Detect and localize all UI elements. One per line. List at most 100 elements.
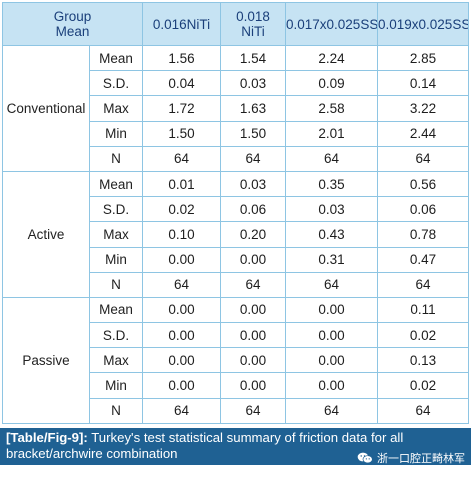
stat-label: N <box>89 145 143 172</box>
header-group-label: Group Mean <box>53 9 92 39</box>
group-label: Passive <box>2 296 90 424</box>
table-cell: 0.04 <box>142 70 221 97</box>
table-cell: 64 <box>285 397 378 424</box>
table-cell: 1.63 <box>220 95 286 122</box>
stat-label: Mean <box>89 44 143 72</box>
header-col: 0.018 NiTi <box>220 2 286 46</box>
table-cell: 0.00 <box>142 372 221 399</box>
table-row: Min 0.00 0.00 0.31 0.47 <box>3 246 469 273</box>
table-cell: 0.02 <box>377 372 469 399</box>
stat-label: N <box>89 397 143 424</box>
watermark: 浙一口腔正畸林军 <box>357 450 465 466</box>
table-cell: 64 <box>377 271 469 298</box>
table-row: N 64 64 64 64 <box>3 397 469 424</box>
table-cell: 2.58 <box>285 95 378 122</box>
table-body: Conventional Mean 1.56 1.54 2.24 2.85 S.D. 0.04… <box>2 44 469 424</box>
table-row: Conventional Mean 1.56 1.54 2.24 2.85 <box>2 44 469 172</box>
stat-label: Max <box>89 221 143 248</box>
table-row: S.D. 0.02 0.06 0.03 0.06 <box>3 196 469 223</box>
table-row: Active Mean 0.01 0.03 0.35 0.56 <box>2 170 469 298</box>
table-cell: 1.56 <box>142 44 221 72</box>
figure-ref: [Table/Fig-9]: <box>6 430 88 445</box>
header-col: 0.019x0.025SS <box>377 2 469 46</box>
table-cell: 64 <box>220 271 286 298</box>
table-cell: 0.00 <box>142 347 221 374</box>
table-row: Max 0.00 0.00 0.00 0.13 <box>3 347 469 374</box>
table-row: Max 1.72 1.63 2.58 3.22 <box>3 95 469 122</box>
table-cell: 2.44 <box>377 120 469 147</box>
table-cell: 0.14 <box>377 70 469 97</box>
stat-label: Min <box>89 372 143 399</box>
table-row: Min 0.00 0.00 0.00 0.02 <box>3 372 469 399</box>
table-cell: 0.00 <box>285 296 378 324</box>
table-cell: 0.56 <box>377 170 469 198</box>
table-cell: 0.06 <box>220 196 286 223</box>
friction-table: Group Mean 0.016NiTi 0.018 NiTi 0.017x0.02… <box>2 2 469 424</box>
table-cell: 1.54 <box>220 44 286 72</box>
stat-label: Mean <box>89 170 143 198</box>
table-cell: 0.03 <box>220 170 286 198</box>
stat-label: Mean <box>89 296 143 324</box>
table-cell: 0.00 <box>220 372 286 399</box>
group-label: Active <box>2 170 90 298</box>
table-row: S.D. 0.00 0.00 0.00 0.02 <box>3 322 469 349</box>
watermark-text: 浙一口腔正畸林军 <box>377 453 465 465</box>
table-cell: 0.00 <box>285 322 378 349</box>
table-cell: 64 <box>142 271 221 298</box>
table-cell: 64 <box>142 145 221 172</box>
table-cell: 0.00 <box>220 246 286 273</box>
stat-label: Min <box>89 120 143 147</box>
cutoff-text-line <box>0 467 471 482</box>
table-cell: 3.22 <box>377 95 469 122</box>
table-cell: 0.01 <box>142 170 221 198</box>
table-cell: 1.50 <box>142 120 221 147</box>
table-cell: 2.85 <box>377 44 469 72</box>
header-col: 0.016NiTi <box>142 2 221 46</box>
table-cell: 0.00 <box>285 372 378 399</box>
table-cell: 0.20 <box>220 221 286 248</box>
table-cell: 0.00 <box>220 296 286 324</box>
wechat-icon <box>357 452 373 464</box>
table-cell: 64 <box>285 271 378 298</box>
table-cell: 0.06 <box>377 196 469 223</box>
table-cell: 64 <box>142 397 221 424</box>
table-cell: 0.00 <box>142 322 221 349</box>
table-cell: 0.03 <box>285 196 378 223</box>
table-row: N 64 64 64 64 <box>3 145 469 172</box>
table-cell: 0.03 <box>220 70 286 97</box>
table-cell: 0.10 <box>142 221 221 248</box>
figure-caption: [Table/Fig-9]: Turkey's test statistical… <box>0 428 471 465</box>
table-cell: 64 <box>377 397 469 424</box>
header-group-mean: Group Mean <box>2 2 143 46</box>
table-row: Passive Mean 0.00 0.00 0.00 0.11 <box>2 296 469 424</box>
table-cell: 64 <box>220 145 286 172</box>
table-cell: 1.72 <box>142 95 221 122</box>
table-cell: 0.11 <box>377 296 469 324</box>
table-row: Min 1.50 1.50 2.01 2.44 <box>3 120 469 147</box>
caption-text: Turkey's test statistical summary of fri… <box>6 430 404 461</box>
table-cell: 64 <box>285 145 378 172</box>
table-cell: 0.02 <box>142 196 221 223</box>
table-cell: 0.00 <box>142 246 221 273</box>
table-cell: 0.00 <box>220 322 286 349</box>
header-col: 0.017x0.025SS <box>285 2 378 46</box>
stat-label: Min <box>89 246 143 273</box>
stat-label: S.D. <box>89 70 143 97</box>
table-cell: 64 <box>377 145 469 172</box>
stat-label: Max <box>89 347 143 374</box>
table-cell: 0.13 <box>377 347 469 374</box>
table-cell: 1.50 <box>220 120 286 147</box>
table-cell: 0.43 <box>285 221 378 248</box>
table-cell: 0.02 <box>377 322 469 349</box>
table-cell: 0.00 <box>285 347 378 374</box>
table-cell: 0.00 <box>220 347 286 374</box>
table-header: Group Mean 0.016NiTi 0.018 NiTi 0.017x0.02… <box>2 2 469 46</box>
table-cell: 2.24 <box>285 44 378 72</box>
stat-label: N <box>89 271 143 298</box>
table-cell: 0.09 <box>285 70 378 97</box>
table-cell: 64 <box>220 397 286 424</box>
table-cell: 0.78 <box>377 221 469 248</box>
stat-label: Max <box>89 95 143 122</box>
stat-label: S.D. <box>89 322 143 349</box>
